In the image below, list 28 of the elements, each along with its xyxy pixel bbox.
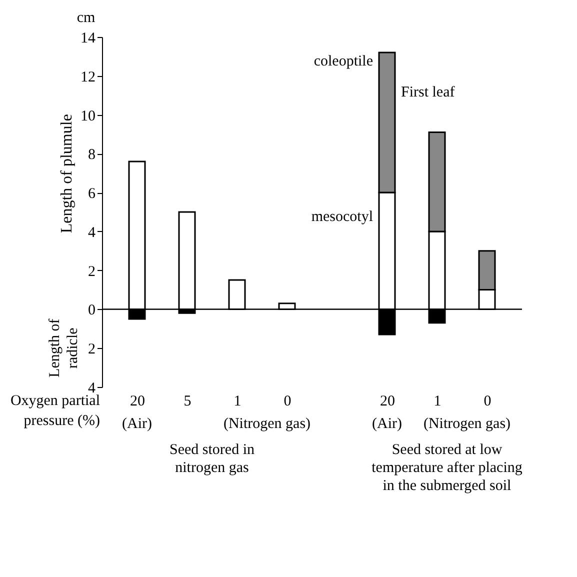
y-tick-label: 12 <box>80 69 96 86</box>
y-tick-label: 2 <box>88 264 96 280</box>
annotation: mesocotyl <box>311 208 373 225</box>
text: Seed stored at low temperature after placing in the submerged soil <box>372 442 523 494</box>
y-tick-label: 0 <box>88 302 96 319</box>
text: (Air) <box>122 416 152 432</box>
y-axis-title: Length of plumule <box>58 114 76 234</box>
text: Length of radicle <box>47 318 81 378</box>
x-tick-label: 0 <box>484 394 492 410</box>
annotation: First leaf <box>401 84 455 100</box>
x-tick-label: 20 <box>130 394 145 410</box>
y-tick-label: 6 <box>88 186 96 202</box>
text: Seed stored in nitrogen gas <box>170 442 255 476</box>
y-tick-label: 2 <box>88 342 96 358</box>
y-tick-label: 4 <box>88 224 96 241</box>
text: (Nitrogen gas) <box>423 416 511 432</box>
x-tick-label: 20 <box>380 394 395 410</box>
annotation: coleoptile <box>314 53 374 70</box>
text: (Nitrogen gas) <box>223 416 311 432</box>
y-tick-label: 8 <box>88 147 96 164</box>
x-tick-label: 5 <box>184 394 192 410</box>
x-tick-label: 1 <box>434 394 442 410</box>
y-tick-label: 14 <box>80 30 96 46</box>
x-tick-label: 1 <box>234 394 242 410</box>
x-tick-label: 0 <box>284 394 292 410</box>
text: (Air) <box>372 416 402 432</box>
text: cm <box>76 10 96 26</box>
y-tick-label: 10 <box>80 108 96 124</box>
